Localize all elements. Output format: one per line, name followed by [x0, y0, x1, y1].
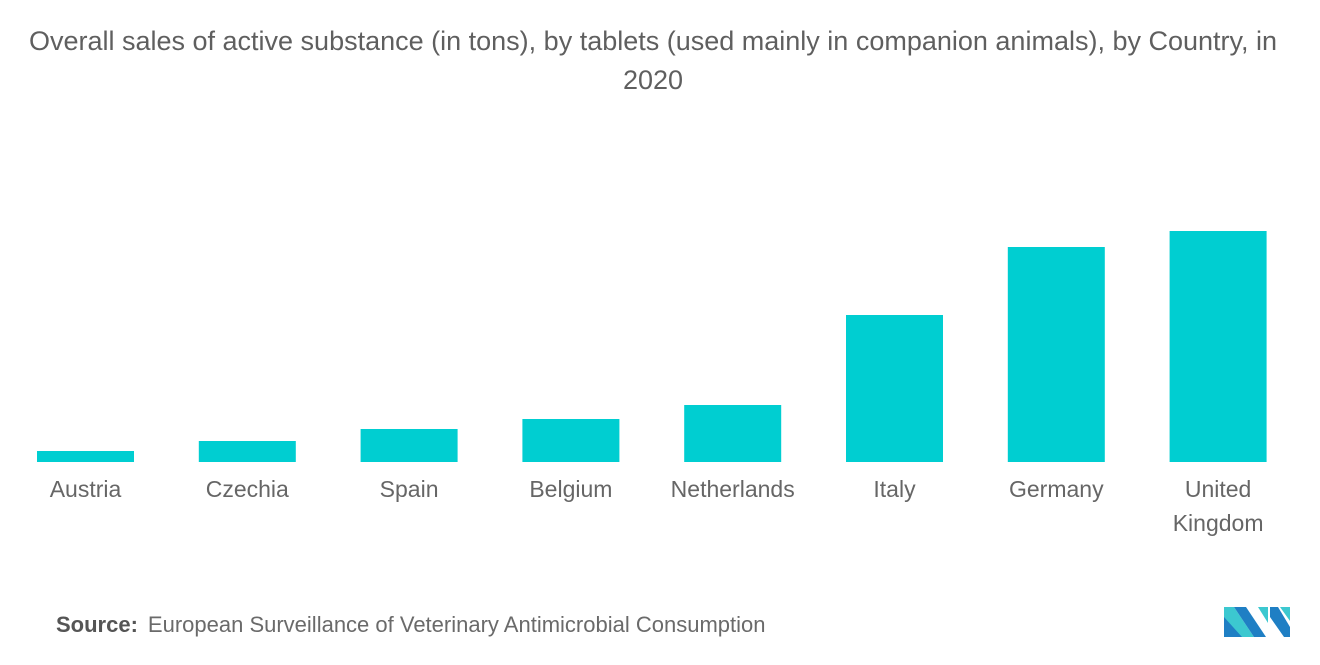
x-tick-label: Czechia	[206, 476, 289, 502]
bar-belgium	[522, 419, 620, 462]
x-tick-label: Germany	[1009, 476, 1104, 502]
source-note: Source: European Surveillance of Veterina…	[56, 612, 765, 638]
x-tick-label: Italy	[873, 476, 916, 502]
x-tick-label: Netherlands	[671, 476, 795, 502]
bar-italy	[846, 315, 943, 462]
source-text: European Surveillance of Veterinary Anti…	[147, 612, 766, 637]
bar-netherlands	[684, 405, 782, 462]
x-tick-label: Austria	[50, 476, 122, 502]
bar-austria	[37, 451, 134, 462]
chart-title: Overall sales of active substance (in to…	[28, 26, 1278, 95]
logo-icon	[1224, 607, 1290, 637]
source-label: Source:	[56, 612, 138, 637]
bar-united-kingdom	[1169, 231, 1267, 462]
x-tick-label: Spain	[380, 476, 439, 502]
bar-germany	[1007, 247, 1105, 462]
bar-spain	[360, 429, 458, 462]
x-tick-label: United Kingdom	[1173, 476, 1264, 536]
bar-czechia	[198, 441, 296, 462]
x-tick-label: Belgium	[529, 476, 612, 502]
bar-chart: Austria Czechia Spain Belgium Netherlands Ita…	[37, 231, 1267, 536]
